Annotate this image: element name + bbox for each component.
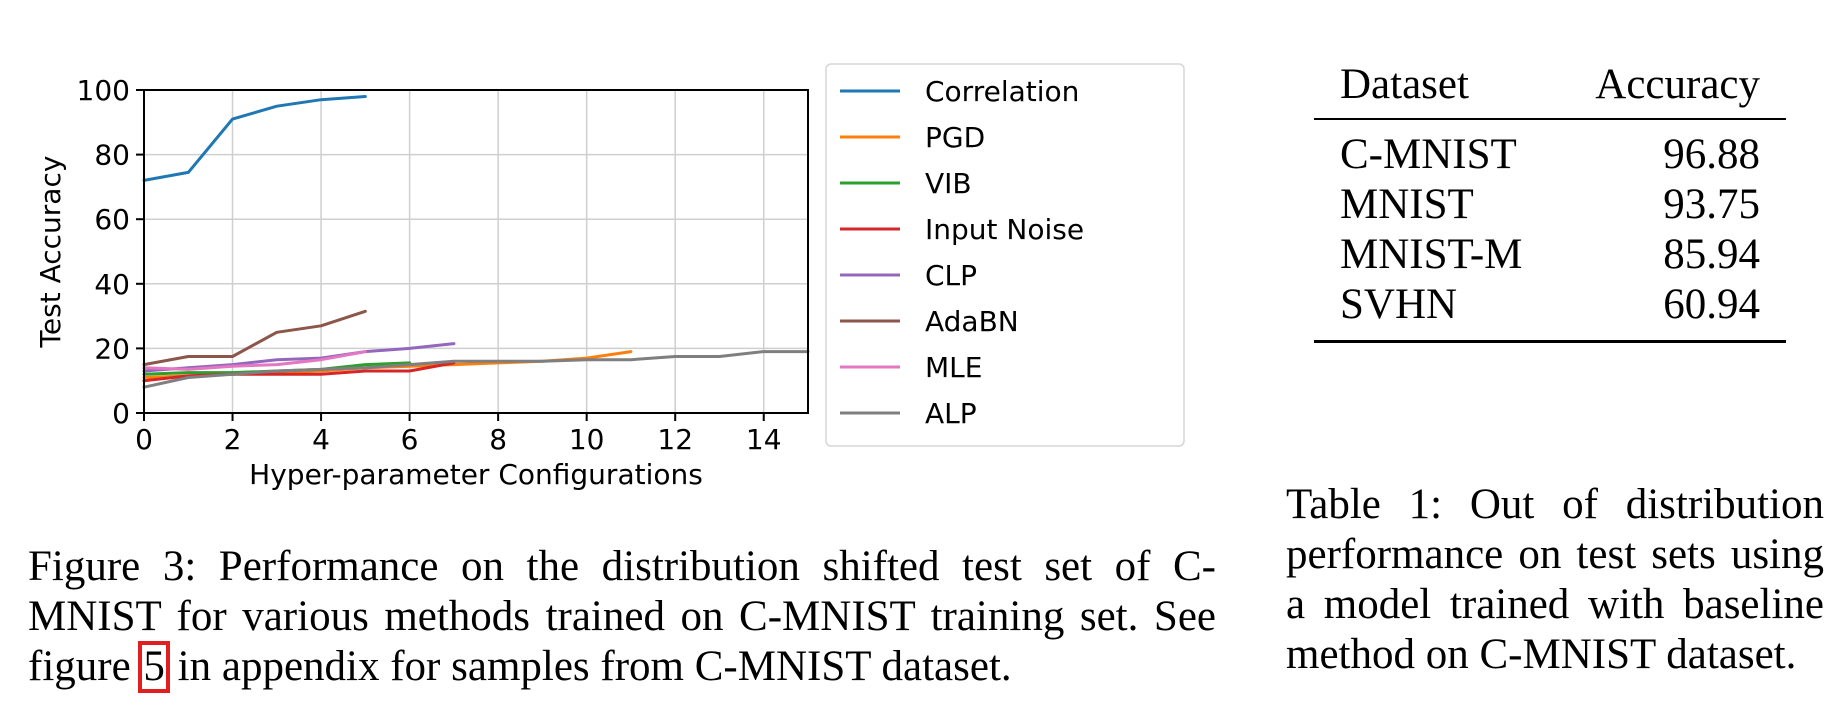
legend-entry: AdaBN — [925, 305, 1019, 338]
x-tick-label: 10 — [569, 423, 605, 456]
table-row: SVHN 60.94 — [1314, 280, 1786, 343]
table-row: MNIST-M 85.94 — [1314, 230, 1786, 280]
legend-box — [825, 63, 1185, 447]
figure-caption-text: Figure 3: Performance on the distributio… — [28, 543, 1216, 690]
table-cell-dataset: SVHN — [1314, 280, 1560, 343]
x-tick-label: 0 — [135, 423, 153, 456]
series-line-clp — [142, 342, 456, 373]
y-tick-label: 0 — [112, 397, 130, 430]
table-cell-accuracy: 60.94 — [1559, 280, 1786, 343]
table-cell-accuracy: 93.75 — [1663, 181, 1760, 228]
table-row: MNIST 93.75 — [1314, 180, 1786, 230]
x-tick-label: 4 — [312, 423, 330, 456]
figure-3-chart: 0 2 4 6 8 10 12 14 0 20 40 60 80 100 Hyper-parameter C… — [0, 0, 1220, 520]
table-cell-dataset: C-MNIST — [1340, 131, 1517, 178]
y-axis-label: Test Accuracy — [34, 156, 67, 349]
series-line-correlation — [142, 95, 367, 182]
results-table: Dataset Accuracy C-MNIST 96.88 MNIST 93.… — [1314, 56, 1786, 343]
legend-entry: Input Noise — [925, 213, 1084, 246]
series-line-alp — [142, 350, 810, 389]
x-tick-label: 8 — [489, 423, 507, 456]
x-axis-label: Hyper-parameter Configurations — [249, 458, 703, 491]
legend-entry: Correlation — [925, 75, 1079, 108]
table-cell-dataset: MNIST-M — [1340, 231, 1523, 278]
y-tick-label: 40 — [94, 268, 130, 301]
legend-entry: MLE — [925, 351, 982, 384]
legend-entry: VIB — [925, 167, 972, 200]
legend-entry: CLP — [925, 259, 977, 292]
table-cell-accuracy: 96.88 — [1663, 131, 1760, 178]
x-tick-label: 12 — [657, 423, 693, 456]
table-cell-accuracy: 85.94 — [1663, 231, 1760, 278]
x-tick-label: 14 — [746, 423, 782, 456]
table-header-accuracy: Accuracy — [1559, 56, 1786, 120]
table-caption: Table 1: Out of distribution performance… — [1286, 481, 1824, 678]
table-cell-dataset: MNIST — [1340, 181, 1474, 228]
legend-entry: PGD — [925, 121, 985, 154]
x-tick-label: 2 — [224, 423, 242, 456]
plot-frame — [143, 89, 809, 414]
figure-caption-text-end: in appendix for samples from C-MNIST dat… — [166, 643, 1012, 690]
table-row: C-MNIST 96.88 — [1314, 119, 1786, 180]
line-chart: 0 2 4 6 8 10 12 14 0 20 40 60 80 100 Hyper-parameter C… — [34, 63, 1185, 491]
figure-caption: Figure 3: Performance on the distributio… — [28, 542, 1216, 693]
legend-entry: ALP — [925, 397, 977, 430]
series-line-mle — [142, 350, 367, 371]
series-line-adabn — [142, 309, 367, 367]
table-header-row: Dataset Accuracy — [1314, 56, 1786, 120]
y-tick-label: 80 — [94, 139, 130, 172]
y-tick-label: 60 — [94, 203, 130, 236]
x-tick-label: 6 — [401, 423, 419, 456]
y-tick-label: 100 — [77, 74, 130, 107]
figure-reference-link[interactable]: 5 — [138, 641, 170, 693]
y-tick-label: 20 — [94, 332, 130, 365]
table-header-dataset: Dataset — [1314, 56, 1560, 120]
